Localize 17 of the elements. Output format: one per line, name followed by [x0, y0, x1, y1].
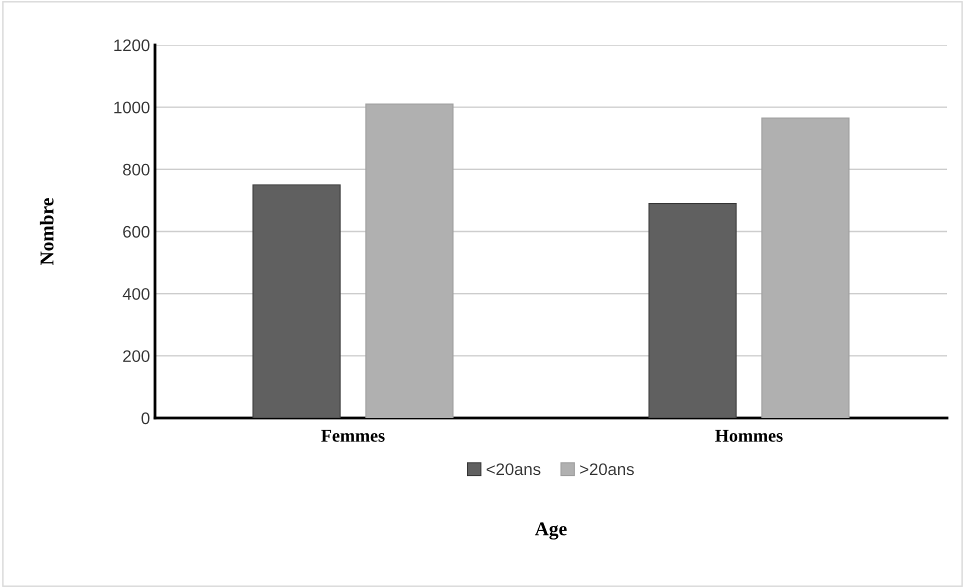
x-tick-label: Hommes [715, 430, 783, 442]
y-tick-label: 200 [123, 350, 150, 362]
bar [761, 117, 850, 418]
x-axis-title: Age [534, 522, 567, 540]
y-tick-label: 1200 [114, 39, 150, 52]
legend-label: >20ans [580, 463, 634, 476]
legend-label: <20ans [486, 463, 540, 476]
y-tick-label: 0 [142, 412, 150, 424]
y-tick-label: 400 [122, 288, 150, 300]
y-tick-label: 600 [123, 226, 150, 238]
bar [648, 202, 737, 418]
y-tick-label: 1000 [114, 102, 150, 114]
y-axis-title: Nombre [40, 198, 54, 265]
y-tick-label: 800 [123, 164, 150, 176]
bar [252, 184, 341, 418]
x-tick-label: Femmes [321, 430, 385, 442]
bar [365, 104, 454, 418]
